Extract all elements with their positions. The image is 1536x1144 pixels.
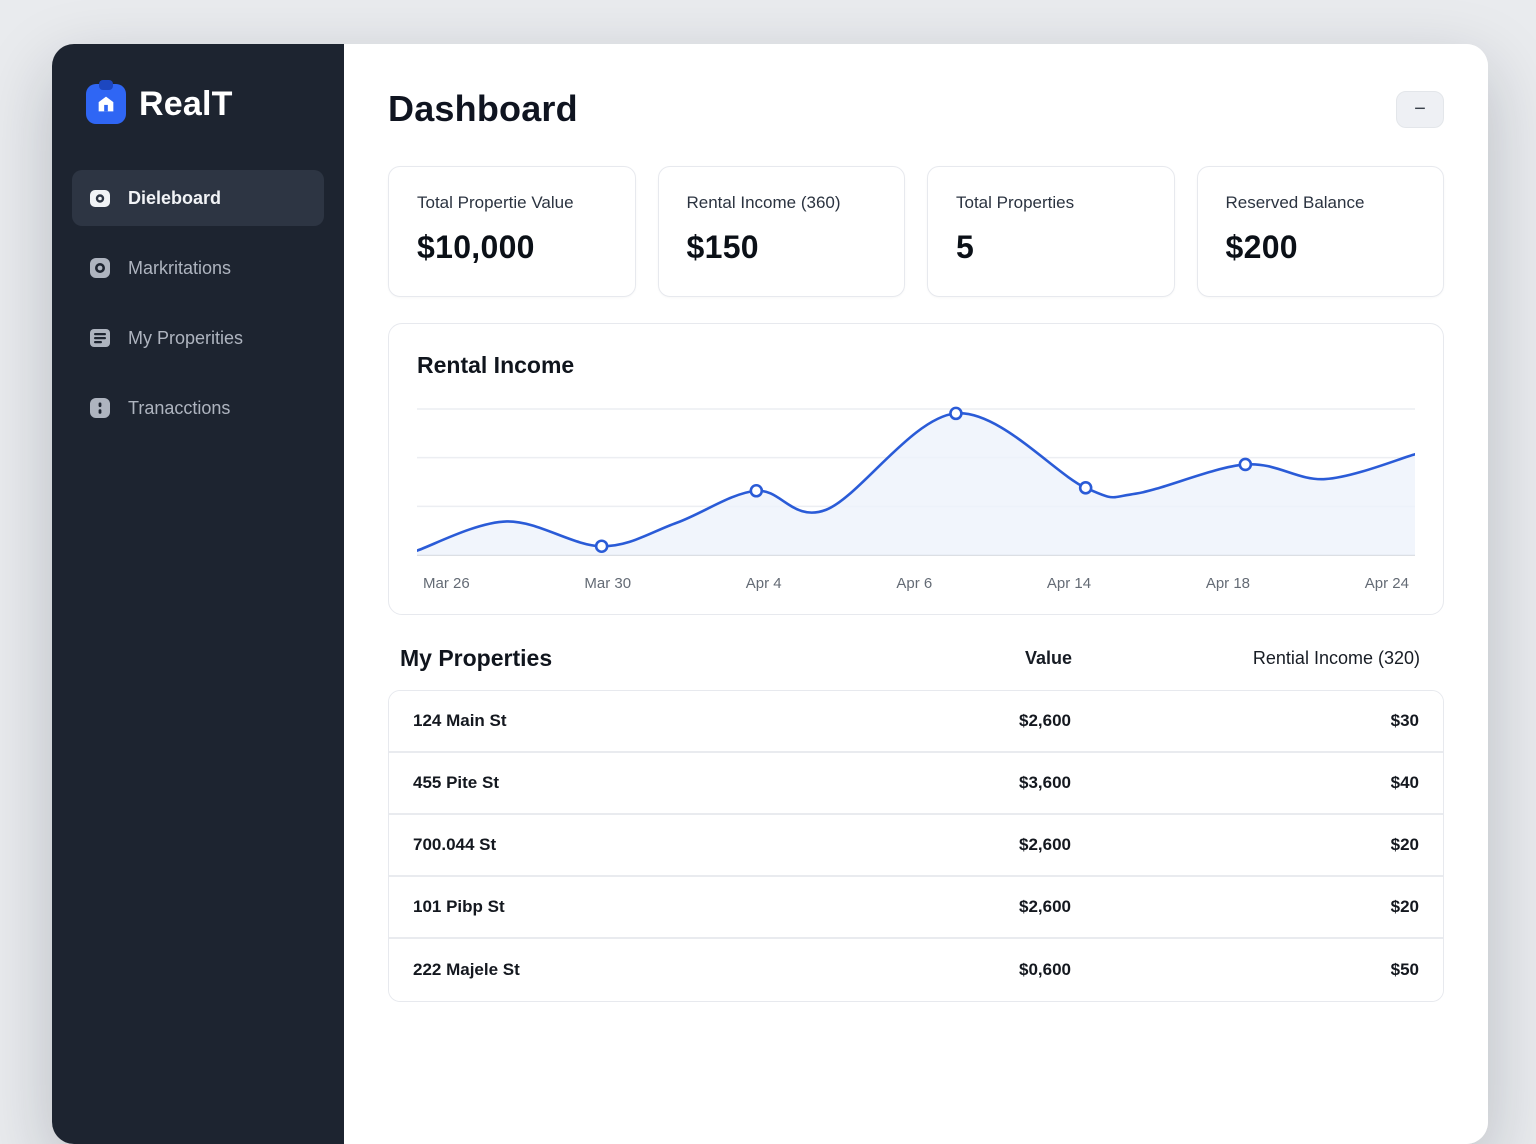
x-tick: Apr 14 bbox=[1046, 575, 1092, 592]
stat-card-reserved-balance: Reserved Balance $200 bbox=[1196, 166, 1444, 297]
dashboard-icon bbox=[88, 186, 112, 210]
sidebar-item-properties[interactable]: My Properities bbox=[72, 310, 324, 366]
stat-label: Rental Income (360) bbox=[686, 193, 841, 212]
x-tick: Apr 4 bbox=[745, 575, 782, 592]
property-value: $2,600 bbox=[1019, 711, 1071, 730]
properties-table-header: My Properties Value Rential Income (320) bbox=[388, 645, 1444, 672]
properties-section: My Properties Value Rential Income (320)… bbox=[388, 645, 1444, 1002]
chart-title: Rental Income bbox=[417, 352, 575, 378]
sidebar-item-label: My Properities bbox=[128, 327, 244, 348]
sidebar: RealT Dieleboard bbox=[52, 44, 344, 1144]
x-tick: Apr 6 bbox=[896, 575, 933, 592]
property-value: $2,600 bbox=[1019, 897, 1071, 916]
property-name: 700.044 St bbox=[413, 835, 497, 854]
property-income: $40 bbox=[1390, 773, 1419, 792]
stat-label: Total Properties bbox=[956, 193, 1075, 212]
property-name: 101 Pibp St bbox=[413, 897, 505, 916]
brand: RealT bbox=[52, 84, 344, 124]
sidebar-item-label: Markritations bbox=[128, 257, 232, 278]
property-name: 222 Majele St bbox=[413, 960, 520, 979]
stat-value: $150 bbox=[686, 229, 759, 265]
stats-row: Total Propertie Value $10,000 Rental Inc… bbox=[388, 166, 1444, 297]
table-row[interactable]: 124 Main St $2,600 $30 bbox=[389, 691, 1443, 753]
stat-value: $10,000 bbox=[417, 229, 535, 265]
table-row[interactable]: 222 Majele St $0,600 $50 bbox=[389, 939, 1443, 1001]
properties-table: 124 Main St $2,600 $30 455 Pite St $3,60… bbox=[388, 690, 1444, 1002]
sidebar-item-label: Dieleboard bbox=[128, 187, 222, 208]
list-icon bbox=[88, 326, 112, 350]
sidebar-item-dashboard[interactable]: Dieleboard bbox=[72, 170, 324, 226]
property-income: $50 bbox=[1390, 960, 1419, 979]
transactions-icon bbox=[88, 396, 112, 420]
property-income: $20 bbox=[1390, 835, 1419, 854]
x-tick: Mar 30 bbox=[584, 575, 632, 592]
x-tick: Apr 24 bbox=[1364, 575, 1409, 592]
stat-card-rental-income: Rental Income (360) $150 bbox=[657, 166, 905, 297]
page-title: Dashboard bbox=[388, 88, 578, 129]
property-name: 124 Main St bbox=[413, 711, 507, 730]
app-window: RealT Dieleboard bbox=[52, 44, 1488, 1144]
table-row[interactable]: 455 Pite St $3,600 $40 bbox=[389, 753, 1443, 815]
rental-income-chart bbox=[417, 401, 1415, 559]
stat-value: 5 bbox=[956, 229, 975, 265]
page-header: Dashboard − bbox=[388, 88, 1444, 130]
stat-label: Total Propertie Value bbox=[417, 193, 574, 212]
stat-label: Reserved Balance bbox=[1225, 193, 1365, 212]
rental-income-chart-card: Rental Income Mar 26 Mar 30 Apr 4 Apr 6 … bbox=[388, 323, 1444, 615]
property-value: $0,600 bbox=[1019, 960, 1071, 979]
property-name: 455 Pite St bbox=[413, 773, 499, 792]
table-row[interactable]: 101 Pibp St $2,600 $20 bbox=[389, 877, 1443, 939]
property-value: $2,600 bbox=[1019, 835, 1071, 854]
sidebar-nav: Dieleboard Markritations bbox=[52, 170, 344, 436]
x-tick: Apr 18 bbox=[1205, 575, 1251, 592]
stat-card-total-properties: Total Properties 5 bbox=[927, 166, 1175, 297]
column-header-rental-income: Rential Income (320) bbox=[1252, 648, 1420, 668]
stat-value: $200 bbox=[1225, 229, 1298, 265]
property-value: $3,600 bbox=[1019, 773, 1071, 792]
sidebar-item-label: Tranacctions bbox=[128, 397, 231, 418]
column-header-value: Value bbox=[1024, 648, 1072, 668]
property-income: $30 bbox=[1390, 711, 1419, 730]
sidebar-item-markets[interactable]: Markritations bbox=[72, 240, 324, 296]
brand-name: RealT bbox=[139, 84, 233, 123]
sidebar-item-transactions[interactable]: Tranacctions bbox=[72, 380, 324, 436]
stat-card-total-value: Total Propertie Value $10,000 bbox=[388, 166, 636, 297]
chart-x-axis: Mar 26 Mar 30 Apr 4 Apr 6 Apr 14 Apr 18 … bbox=[417, 575, 1415, 592]
table-row[interactable]: 700.044 St $2,600 $20 bbox=[389, 815, 1443, 877]
x-tick: Mar 26 bbox=[423, 575, 470, 592]
property-income: $20 bbox=[1390, 897, 1419, 916]
properties-table-title: My Properties bbox=[400, 645, 553, 671]
target-icon bbox=[88, 256, 112, 280]
collapse-button[interactable]: − bbox=[1396, 90, 1444, 128]
main-content: Dashboard − Total Propertie Value $10,00… bbox=[344, 44, 1488, 1144]
brand-home-icon bbox=[86, 84, 126, 124]
